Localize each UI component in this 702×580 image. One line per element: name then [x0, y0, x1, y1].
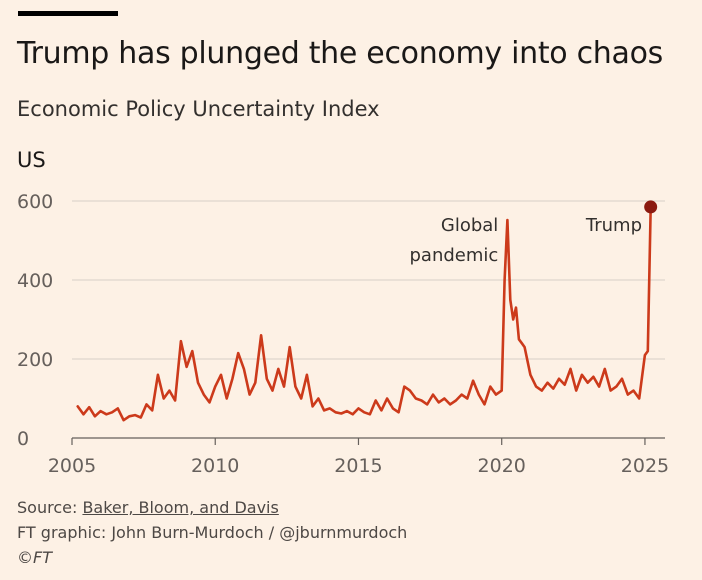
- annotation-trump: Trump: [585, 215, 642, 236]
- series-line-us: [76, 205, 652, 422]
- chart-subtitle: Economic Policy Uncertainty Index: [17, 97, 380, 121]
- graphic-credit: FT graphic: John Burn-Murdoch / @jburnmu…: [17, 523, 408, 542]
- x-tick-label: 2020: [478, 455, 526, 477]
- y-tick-label: 600: [17, 191, 53, 213]
- x-tick-label: 2010: [191, 455, 239, 477]
- x-tick-label: 2005: [48, 455, 96, 477]
- y-tick-label: 400: [17, 270, 53, 292]
- source-prefix: Source:: [17, 498, 83, 517]
- y-tick-label: 0: [17, 428, 29, 450]
- source-line: Source: Baker, Bloom, and Davis: [17, 498, 279, 517]
- y-tick-label: 200: [17, 349, 53, 371]
- annotation-pandemic: Global: [441, 215, 498, 236]
- copyright: ©FT: [17, 548, 52, 567]
- source-link[interactable]: Baker, Bloom, and Davis: [82, 498, 279, 517]
- x-tick-label: 2015: [334, 455, 382, 477]
- chart-title: Trump has plunged the economy into chaos: [17, 36, 663, 71]
- endpoint-marker: [644, 200, 658, 214]
- line-chart: 0 200 400 600 2005 2010 2015 2020 2025 Global pand…: [17, 191, 669, 477]
- x-tick-label: 2025: [621, 455, 669, 477]
- annotation-pandemic: pandemic: [410, 245, 499, 266]
- panel-label: US: [17, 148, 46, 172]
- brand-bar: [18, 11, 118, 16]
